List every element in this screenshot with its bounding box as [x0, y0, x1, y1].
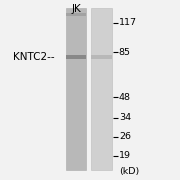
Text: 48: 48	[119, 93, 131, 102]
Bar	[66, 8, 86, 170]
Text: (kD): (kD)	[119, 167, 139, 176]
Text: 85: 85	[119, 48, 131, 57]
Text: KNTC2--: KNTC2--	[13, 52, 55, 62]
Text: 19: 19	[119, 151, 131, 160]
Bar	[66, 13, 86, 16]
Bar	[66, 55, 86, 59]
Text: 34: 34	[119, 113, 131, 122]
Bar	[91, 8, 112, 170]
Text: JK: JK	[71, 4, 81, 15]
Text: 117: 117	[119, 18, 137, 27]
Bar	[91, 55, 112, 59]
Text: 26: 26	[119, 132, 131, 141]
